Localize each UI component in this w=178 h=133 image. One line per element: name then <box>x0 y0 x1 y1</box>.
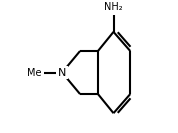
Text: NH₂: NH₂ <box>104 2 123 12</box>
Text: Me: Me <box>27 68 42 78</box>
Text: N: N <box>58 68 66 78</box>
